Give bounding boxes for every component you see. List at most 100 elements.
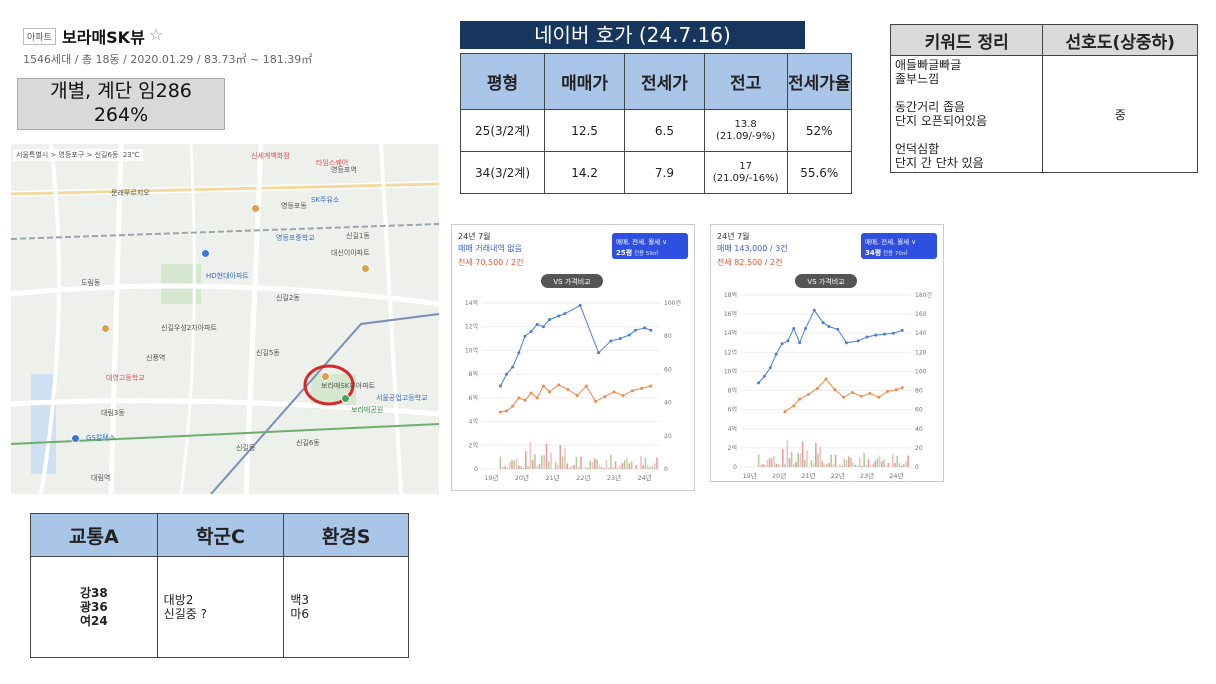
data-point [597, 351, 601, 355]
volume-bar [856, 465, 859, 467]
data-point [649, 384, 653, 388]
y-tick-label: 2억 [728, 444, 737, 452]
data-point [640, 386, 644, 390]
volume-bar [596, 459, 598, 469]
y2-tick-label: 40 [664, 400, 672, 407]
location-map[interactable]: 서울특별시 > 영등포구 > 신길6동 23℃ 신세계백화점 타임스퀘어 영등포역 문… [11, 144, 439, 494]
x-tick-label: 20년 [772, 471, 786, 480]
volume-bar [651, 465, 654, 469]
x-tick-label: 23년 [860, 471, 874, 480]
map-label: SK주유소 [311, 196, 340, 204]
price-chart-25[interactable]: 24년 7월 매매 거래내역 없음 전세 70,500 / 2건 매매, 전세, 월세… [451, 224, 695, 491]
data-point [827, 325, 831, 329]
col-header-preference: 선호도(상중하) [1042, 24, 1198, 56]
size-sub-label: 전용 59㎡ [634, 249, 659, 257]
y2-tick-label: 80 [664, 333, 672, 340]
data-point [529, 391, 533, 395]
y2-tick-label: 160 [915, 311, 927, 318]
data-point [548, 318, 552, 322]
y-tick-label: 10억 [724, 367, 737, 375]
naver-price-title: 네이버 호가 (24.7.16) [460, 21, 805, 49]
map-label: 영등포동 [281, 202, 307, 210]
y-tick-label: 0 [733, 464, 737, 471]
volume-bar [768, 458, 771, 467]
y-tick-label: 6억 [728, 406, 737, 414]
volume-bar [557, 465, 559, 469]
y2-tick-label: 20 [664, 433, 672, 440]
volume-bar [782, 449, 784, 467]
cell-jeonse: 7.9 [624, 151, 705, 194]
volume-bar [656, 457, 658, 469]
area-selector-box [612, 233, 688, 259]
data-point [603, 395, 607, 399]
volume-bar [793, 463, 795, 467]
y-tick-label: 8억 [469, 370, 478, 378]
volume-bar [614, 461, 617, 469]
volume-bar [762, 464, 764, 467]
selector-label: 매매, 전세, 월세 ∨ [865, 237, 916, 246]
size-sub-label: 전용 70㎡ [883, 249, 908, 257]
map-label: 문래푸르지오 [111, 189, 150, 197]
volume-bar [527, 466, 529, 469]
volume-bar [876, 458, 879, 467]
keyword-list: 애들빠글빠글 졸부느낌 동간거리 좁음 단지 오픈되어있음 언덕심함 단지 간 … [889, 55, 1044, 173]
volume-bar [779, 466, 782, 467]
volume-bar [607, 467, 610, 469]
favorite-star-icon[interactable]: ☆ [149, 25, 164, 44]
volume-bar [821, 461, 824, 467]
volume-bar [545, 443, 548, 469]
data-point [535, 396, 539, 400]
preference-value: 중 [1042, 55, 1198, 173]
volume-bar [610, 455, 612, 469]
col-header-sale: 매매가 [544, 53, 626, 110]
volume-bar [771, 458, 773, 467]
volume-bar [617, 468, 619, 469]
cell-type: 34(3/2계) [459, 151, 546, 194]
volume-bar [603, 467, 605, 469]
data-point [627, 333, 631, 337]
data-point [792, 326, 796, 330]
keyword-line: 단지 간 단차 있음 [895, 156, 984, 170]
data-point [557, 314, 561, 318]
volume-bar [874, 460, 876, 467]
volume-bar [766, 459, 769, 467]
area-selector-box [861, 233, 937, 259]
transport-school-env-table: 교통A 학군C 환경S 강38 광36 여24 대방2 신길중 ? 백3 마6 [30, 513, 409, 658]
data-point [900, 386, 904, 390]
col-header-transport: 교통A [30, 513, 158, 557]
volume-bar [819, 446, 822, 467]
cell-ratio: 52% [786, 109, 852, 152]
data-point [649, 328, 653, 332]
chart-title: 24년 7월 [717, 231, 750, 241]
y-tick-label: 18억 [724, 291, 737, 299]
data-point [865, 335, 869, 339]
y-tick-label: 14억 [465, 299, 478, 307]
data-point [856, 339, 860, 343]
data-point [786, 339, 790, 343]
volume-bar [550, 452, 552, 469]
volume-bar [757, 454, 760, 467]
volume-bar [764, 465, 767, 467]
volume-bar [531, 460, 534, 469]
map-label: 영등포중학교 [276, 234, 315, 242]
summary-line-2: 264% [93, 104, 149, 126]
data-point [821, 321, 825, 325]
volume-bar [775, 463, 778, 467]
volume-bar [612, 466, 615, 469]
volume-bar [534, 454, 536, 469]
volume-bar [804, 459, 806, 467]
data-point [762, 374, 766, 378]
volume-bar [817, 454, 819, 467]
apartment-name[interactable]: 보라매SK뷰 [62, 28, 145, 47]
sale-summary: 매매 143,000 / 3건 [717, 243, 788, 253]
map-label: 대림3동 [101, 409, 125, 417]
volume-bar [880, 461, 883, 467]
data-point [523, 334, 527, 338]
data-point [768, 366, 772, 370]
school-cell: 대방2 신길중 ? [156, 556, 285, 658]
keyword-line: 단지 오픈되어있음 [895, 114, 988, 128]
x-tick-label: 22년 [576, 473, 590, 482]
price-chart-34[interactable]: 24년 7월 매매 143,000 / 3건 전세 82,500 / 2건 매매, 전… [710, 224, 944, 482]
table-row: 34(3/2계) 14.2 7.9 17 (21.09/-16%) 55.6% [459, 151, 852, 194]
data-point [498, 410, 502, 414]
